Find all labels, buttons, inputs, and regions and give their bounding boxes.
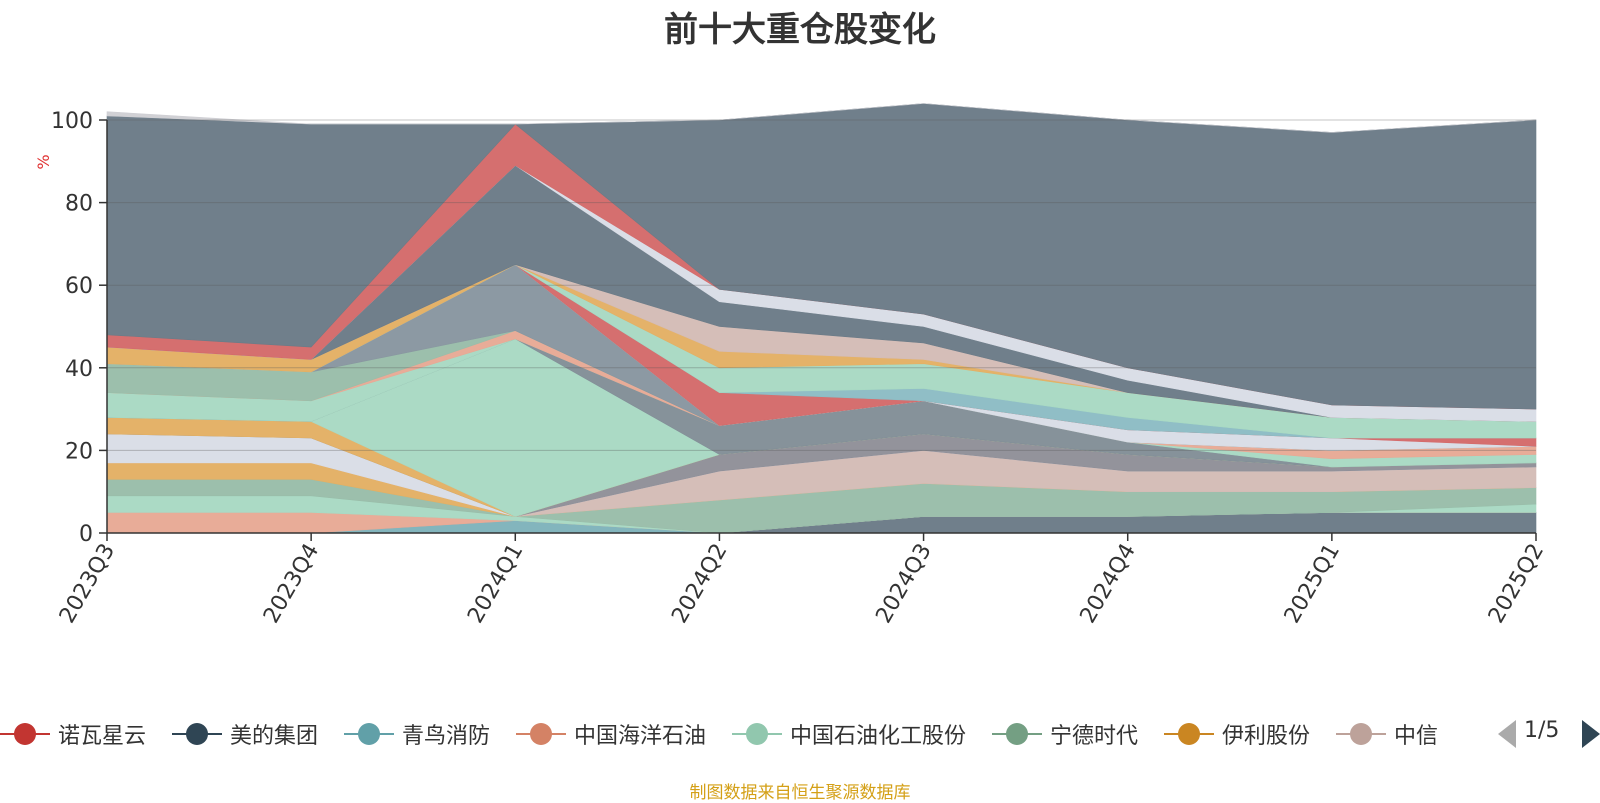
legend-label: 美的集团 (230, 724, 319, 749)
legend-label: 诺瓦星云 (58, 724, 147, 749)
legend-marker-icon (732, 716, 782, 752)
legend-label: 中国海洋石油 (574, 724, 707, 749)
y-tick-label: 60 (65, 274, 93, 299)
x-tick-label: 2025Q1 (1280, 540, 1345, 628)
data-source-note: 制图数据来自恒生聚源数据库 (689, 783, 911, 803)
legend-next-page-icon[interactable] (1582, 720, 1600, 748)
legend-label: 中信 (1394, 724, 1439, 749)
legend-marker-icon (516, 716, 566, 752)
legend-marker-icon (992, 716, 1042, 752)
legend-marker-icon (344, 716, 394, 752)
legend-item[interactable]: 青鸟消防 (344, 716, 490, 752)
y-tick-label: 20 (65, 439, 93, 464)
y-tick-label: 40 (65, 357, 93, 382)
legend-item[interactable]: 伊利股份 (1164, 716, 1310, 752)
x-tick-label: 2024Q3 (871, 540, 936, 628)
legend-prev-page-icon[interactable] (1498, 720, 1516, 748)
legend-marker-icon (1164, 716, 1214, 752)
legend-item[interactable]: 诺瓦星云 (0, 716, 146, 752)
legend-marker-icon (0, 716, 50, 752)
legend-label: 宁德时代 (1050, 724, 1139, 749)
legend-marker-icon (1336, 716, 1386, 752)
legend-marker-icon (172, 716, 222, 752)
x-tick-label: 2023Q3 (55, 540, 120, 628)
y-axis-label: % (34, 154, 53, 169)
legend-page-indicator: 1/5 (1524, 718, 1560, 743)
legend-item[interactable]: 美的集团 (172, 716, 318, 752)
legend-item[interactable]: 中国海洋石油 (516, 716, 706, 752)
legend-item[interactable]: 中信 (1336, 716, 1438, 752)
x-tick-label: 2024Q2 (667, 540, 732, 628)
x-tick-label: 2023Q4 (259, 540, 324, 628)
area-series-layer (106, 103, 1537, 534)
legend-label: 中国石油化工股份 (790, 724, 967, 749)
legend-item[interactable]: 中国石油化工股份 (732, 716, 966, 752)
area-series-27 (106, 103, 1537, 133)
y-tick-label: 80 (65, 192, 93, 217)
x-tick-label: 2024Q4 (1076, 540, 1141, 628)
x-tick-label: 2024Q1 (463, 540, 528, 628)
legend: 诺瓦星云 美的集团 青鸟消防 中国海洋石油 中国石油化工股份 宁德时代 伊利股份 中信 1/5 (0, 716, 1600, 752)
x-tick-label: 2025Q2 (1484, 540, 1549, 628)
legend-label: 伊利股份 (1222, 724, 1311, 749)
y-tick-label: 100 (51, 109, 93, 134)
legend-items: 诺瓦星云 美的集团 青鸟消防 中国海洋石油 中国石油化工股份 宁德时代 伊利股份 中信 (0, 716, 1482, 752)
chart-title: 前十大重仓股变化 (664, 10, 936, 50)
legend-item[interactable]: 宁德时代 (992, 716, 1138, 752)
y-tick-label: 0 (79, 522, 93, 547)
legend-label: 青鸟消防 (402, 724, 491, 749)
